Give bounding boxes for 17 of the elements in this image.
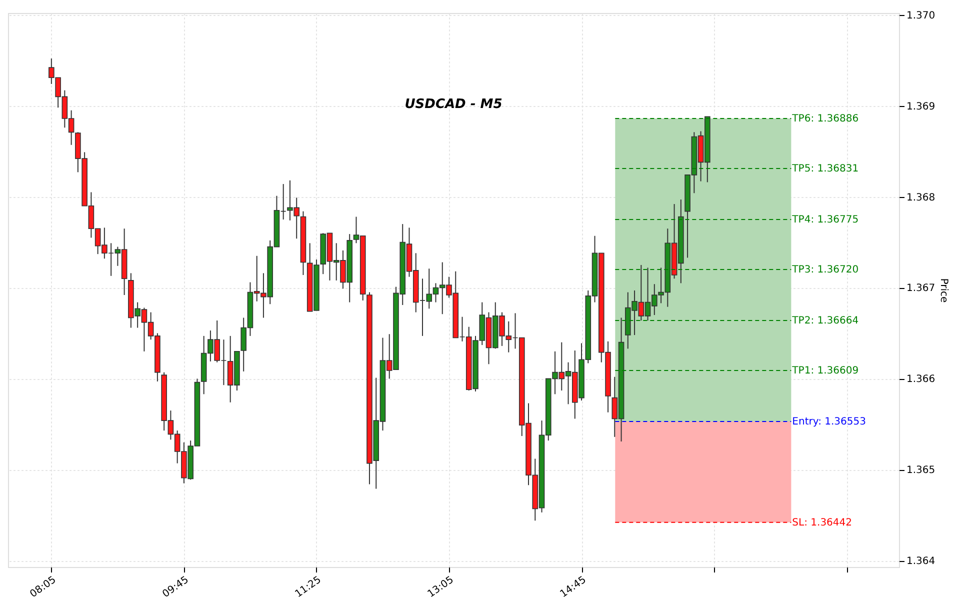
ref-line-label: TP3: 1.36720: [791, 264, 859, 276]
y-tick-label: 1.365: [906, 465, 936, 476]
ref-line-label: TP4: 1.36775: [791, 214, 859, 226]
ref-line-label: TP1: 1.36609: [791, 366, 859, 377]
y-tick-label: 1.366: [906, 374, 936, 386]
y-tick-label: 1.369: [906, 101, 936, 112]
y-axis-title: Price: [938, 278, 950, 303]
ref-line-label: TP6: 1.36886: [791, 114, 859, 125]
text: USDCAD - M5: [404, 97, 502, 112]
ref-line-label: TP2: 1.36664: [791, 315, 859, 326]
y-tick-label: 1.368: [906, 192, 936, 204]
ref-line-label: SL: 1.36442: [792, 517, 852, 528]
ref-line-label: Entry: 1.36553: [792, 416, 866, 428]
y-tick-label: 1.367: [906, 283, 936, 294]
y-tick-label: 1.364: [906, 556, 936, 568]
ref-line-label: TP5: 1.36831: [791, 164, 859, 175]
y-tick-label: 1.370: [906, 10, 936, 22]
